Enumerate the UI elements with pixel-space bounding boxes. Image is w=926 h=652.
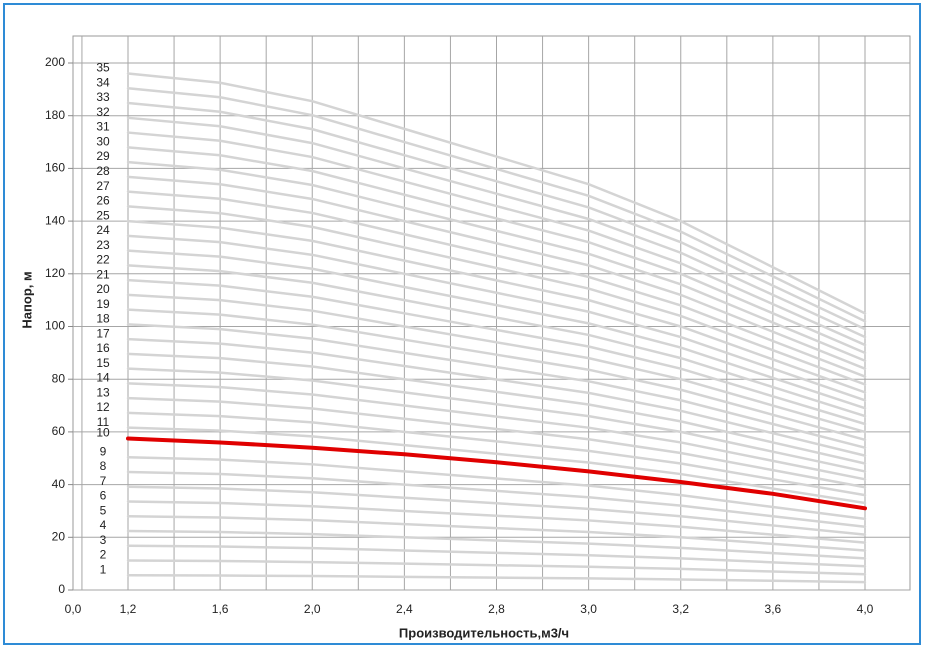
series-line <box>126 160 867 363</box>
series-line <box>126 190 867 378</box>
x-tick-label: 2,0 <box>304 602 321 616</box>
y-tick-label: 140 <box>45 213 65 227</box>
series-line <box>126 470 867 529</box>
series-label: 30 <box>96 134 110 148</box>
series-line <box>126 278 867 426</box>
series-label: 14 <box>96 371 110 385</box>
series-label: 24 <box>96 223 110 237</box>
x-tick-label: 1,2 <box>120 602 137 616</box>
series-line <box>126 529 867 560</box>
series-line <box>126 382 867 481</box>
series-label: 32 <box>96 105 110 119</box>
series-line <box>126 514 867 552</box>
series-line <box>126 205 867 386</box>
series-label: 9 <box>100 444 107 458</box>
series-line <box>126 500 867 544</box>
series-label: 11 <box>97 415 110 429</box>
series-line <box>126 559 867 576</box>
series-label: 10 <box>96 426 110 440</box>
y-tick-label: 40 <box>52 477 66 491</box>
series-label: 20 <box>96 282 110 296</box>
series-line <box>126 234 867 402</box>
x-tick-label: 2,4 <box>396 602 413 616</box>
series-line <box>126 323 867 449</box>
series-label: 16 <box>96 341 110 355</box>
series-label: 23 <box>96 238 110 252</box>
y-tick-label: 0 <box>58 582 65 596</box>
series-label: 34 <box>96 75 110 89</box>
y-tick-label: 60 <box>52 424 66 438</box>
x-tick-label: 2,8 <box>488 602 505 616</box>
x-tick-label: 3,2 <box>672 602 689 616</box>
series-line <box>126 426 867 505</box>
x-tick-label: 1,6 <box>212 602 229 616</box>
series-line <box>126 293 867 434</box>
series-label: 25 <box>96 208 110 222</box>
y-tick-label: 200 <box>45 55 65 69</box>
series-line <box>126 175 867 370</box>
series-label: 28 <box>96 164 110 178</box>
series-label: 27 <box>96 179 110 193</box>
series-label: 22 <box>96 253 110 267</box>
series-label: 13 <box>96 385 110 399</box>
y-tick-label: 180 <box>45 108 65 122</box>
series-line <box>126 485 867 536</box>
x-tick-label: 3,6 <box>765 602 782 616</box>
series-label: 21 <box>96 267 110 281</box>
series-line <box>126 87 867 323</box>
series-label: 1 <box>100 562 107 576</box>
y-tick-label: 160 <box>45 161 65 175</box>
x-axis-title: Производительность,м3/ч <box>399 625 569 640</box>
series-line <box>126 544 867 568</box>
x-tick-label: 3,0 <box>580 602 597 616</box>
series-label: 29 <box>96 149 110 163</box>
series-line <box>126 411 867 497</box>
x-tick-label: 0,0 <box>65 602 82 616</box>
series-line <box>126 264 867 418</box>
series-label: 15 <box>96 356 110 370</box>
series-label: 12 <box>96 400 110 414</box>
series-label: 26 <box>96 194 110 208</box>
series-label: 35 <box>96 61 110 75</box>
series-label: 5 <box>100 503 107 517</box>
series-label: 33 <box>96 90 110 104</box>
x-tick-label: 4,0 <box>857 602 874 616</box>
series-line <box>126 436 867 511</box>
series-line <box>126 131 867 347</box>
y-tick-label: 120 <box>45 266 65 280</box>
series-label: 6 <box>100 489 107 503</box>
y-axis-title: Напор, м <box>19 271 34 328</box>
series-label: 31 <box>96 120 110 134</box>
y-tick-label: 20 <box>52 529 66 543</box>
series-line <box>126 367 867 473</box>
series-label: 19 <box>96 297 110 311</box>
series-line <box>126 219 867 394</box>
y-tick-label: 80 <box>52 371 66 385</box>
series-line <box>126 455 867 521</box>
series-line <box>126 396 867 489</box>
series-line <box>126 308 867 442</box>
series-label: 7 <box>100 474 107 488</box>
series-line <box>126 101 867 331</box>
series-label: 8 <box>100 459 107 473</box>
series-line <box>126 352 867 465</box>
series-line <box>126 249 867 410</box>
series-label: 4 <box>100 518 107 532</box>
series-label: 17 <box>96 326 110 340</box>
y-tick-label: 100 <box>45 319 65 333</box>
series-line <box>126 146 867 355</box>
series-label: 3 <box>100 533 107 547</box>
series-line <box>126 337 867 457</box>
series-label: 18 <box>96 312 110 326</box>
series-label: 2 <box>100 548 107 562</box>
series-line <box>126 72 867 315</box>
series-line <box>126 573 867 584</box>
series-line <box>126 116 867 339</box>
